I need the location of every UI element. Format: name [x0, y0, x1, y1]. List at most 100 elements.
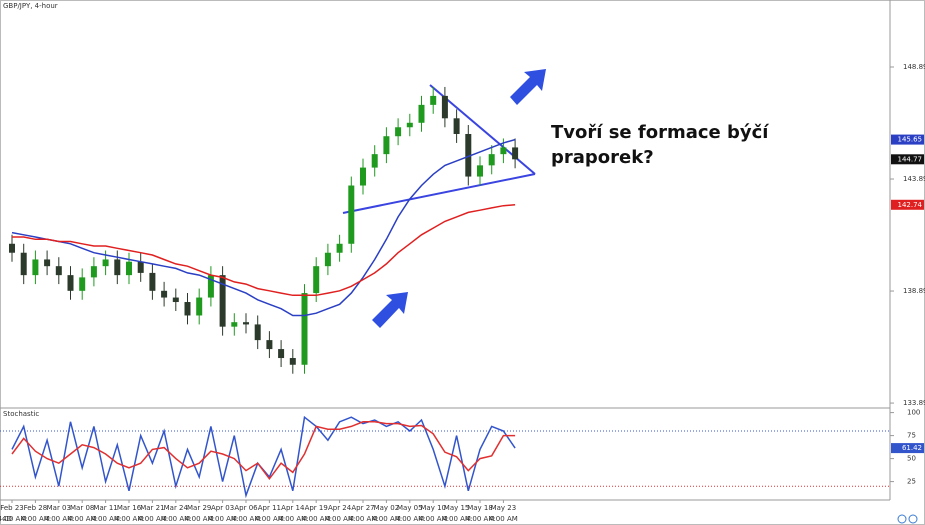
y-tick-label: 50	[907, 455, 916, 463]
toolbar-icons[interactable]	[897, 514, 918, 524]
candle-body	[114, 259, 121, 276]
candle-body	[44, 259, 51, 267]
arrows	[372, 69, 546, 328]
candle-body	[301, 293, 308, 365]
candle-body	[90, 266, 97, 278]
x-time-label: 4:00 AM	[349, 515, 378, 523]
candle-body	[453, 118, 460, 134]
x-tick-label: Apr 03	[211, 504, 234, 512]
x-tick-label: Apr 06	[234, 504, 258, 512]
x-tick-label: Mar 11	[93, 504, 117, 512]
candle-body	[465, 133, 472, 177]
candle-body	[172, 297, 179, 303]
x-tick-label: May 10	[420, 504, 446, 512]
candle-body	[231, 322, 238, 327]
x-tick-label: Apr 24	[328, 504, 352, 512]
candle-body	[383, 136, 390, 155]
series-line	[11, 138, 516, 317]
candle-body	[348, 185, 355, 244]
candle-body	[336, 243, 343, 253]
icon[interactable]	[908, 514, 918, 524]
x-time-label: 4:00 AM	[208, 515, 237, 523]
candle-body	[266, 340, 273, 350]
candle-body	[79, 277, 86, 291]
x-tick-label: Mar 24	[164, 504, 189, 512]
x-tick-label: Mar 29	[187, 504, 211, 512]
period-label: 4D	[2, 515, 12, 523]
arrow	[372, 292, 408, 328]
x-time-label: 4:00 AM	[442, 515, 471, 523]
candle-body	[161, 290, 168, 298]
x-time-label: 4:00 AM	[372, 515, 401, 523]
x-tick-label: May 15	[444, 504, 470, 512]
x-tick-label: May 23	[491, 504, 517, 512]
price-tag-label: 142.74	[898, 201, 923, 209]
x-time-label: 4:00 AM	[278, 515, 307, 523]
candle-body	[289, 358, 296, 365]
x-tick-label: Apr 14	[281, 504, 305, 512]
price-tag-label: 61.42	[902, 444, 922, 452]
price-tag	[891, 199, 924, 210]
x-tick-label: Mar 03	[47, 504, 71, 512]
x-tick-label: May 05	[397, 504, 423, 512]
candle-body	[254, 324, 261, 341]
x-time-label: 4:00 AM	[161, 515, 190, 523]
candle-body	[196, 297, 203, 316]
candle-body	[149, 272, 156, 291]
candle-body	[395, 127, 402, 137]
icon[interactable]	[897, 514, 907, 524]
x-time-label: 4:00 AM	[302, 515, 331, 523]
x-time-label: 4:00 AM	[395, 515, 424, 523]
candle-body	[207, 275, 214, 298]
y-tick-label: 100	[907, 409, 920, 417]
x-tick-label: Mar 08	[70, 504, 94, 512]
x-time-label: 4:00 AM	[91, 515, 120, 523]
chart-title: GBP/JPY, 4-hour	[3, 2, 58, 10]
y-tick-label: 138.89	[903, 287, 925, 295]
x-time-label: 4:00 AM	[21, 515, 50, 523]
x-tick-label: Apr 11	[258, 504, 281, 512]
candle-body	[137, 261, 144, 273]
candle-body	[9, 243, 15, 253]
series-line	[12, 204, 516, 297]
annotation: praporek?	[551, 147, 654, 168]
x-tick-label: Apr 19	[305, 504, 328, 512]
x-tick-label: Feb 23	[0, 504, 24, 512]
candle-body	[313, 266, 320, 294]
candle-body	[55, 266, 62, 276]
candle-body	[102, 259, 109, 267]
x-time-label: 4:00 AM	[232, 515, 261, 523]
candle-body	[488, 154, 495, 166]
x-time-label: 4:00 AM	[255, 515, 284, 523]
x-time-label: 4:00 AM	[185, 515, 214, 523]
candle-body	[219, 275, 226, 327]
y-tick-label: 133.89	[903, 399, 925, 407]
y-tick-label: 143.89	[903, 175, 925, 183]
y-tick-label: 25	[907, 478, 916, 486]
x-time-label: 4:00 AM	[0, 515, 26, 523]
x-time-label: 4:00 AM	[138, 515, 167, 523]
candle-body	[430, 95, 437, 105]
x-time-label: 4:00 AM	[115, 515, 144, 523]
x-time-label: 4:00 AM	[68, 515, 97, 523]
arrow	[510, 69, 546, 105]
candle-body	[477, 165, 483, 177]
x-time-label: 4:00 AM	[419, 515, 448, 523]
candle-body	[360, 167, 366, 186]
price-tag-label: 144.77	[898, 155, 923, 163]
panel-title: Stochastic	[3, 410, 39, 418]
x-time-label: 4:00 AM	[466, 515, 495, 523]
price-tag	[891, 443, 924, 454]
candle-body	[324, 252, 331, 267]
x-tick-label: Mar 16	[117, 504, 142, 512]
x-time-label: 4:00 AM	[489, 515, 518, 523]
price-tag	[891, 154, 924, 165]
candle-body	[418, 104, 425, 123]
y-tick-label: 148.89	[903, 63, 925, 71]
candle-body	[371, 154, 378, 168]
y-tick-label: 75	[907, 432, 916, 440]
x-tick-label: Feb 28	[24, 504, 48, 512]
candle-body	[20, 252, 27, 276]
